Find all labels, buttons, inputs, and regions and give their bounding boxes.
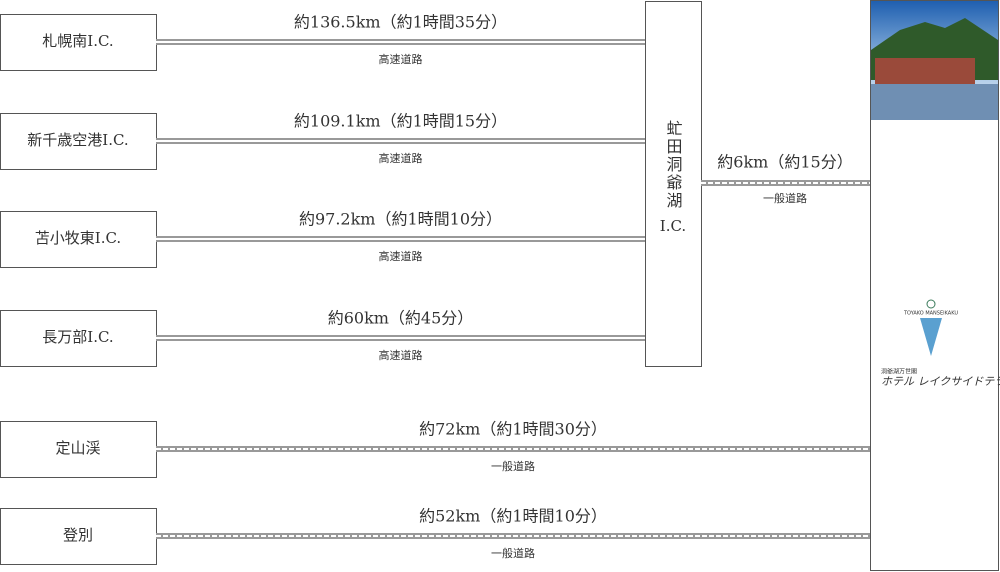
distance: 約60km（約45分） [328,309,474,328]
origin-box [0,14,157,71]
origin-box [0,421,157,478]
road-type: 高速道路 [379,249,423,263]
origin-name: 苫小牧東I.C. [35,229,121,247]
origin-box [0,310,157,367]
hotel-photo [871,1,998,120]
logo-text: TOYAKO MANSEIKAKU [903,311,958,317]
origin-box [0,211,157,268]
distance: 約52km（約1時間10分） [419,507,607,526]
ic-name: 虻田洞爺湖 [664,120,683,210]
origin-name: 定山渓 [55,439,100,457]
routes: 札幌南I.C.約136.5km（約1時間35分）高速道路新千歳空港I.C.約10… [0,13,870,565]
origin-name: 札幌南I.C. [42,32,113,50]
distance: 約72km（約1時間30分） [419,420,607,439]
ic-box [645,1,702,367]
hotel-logo [920,299,942,356]
road-type: 一般道路 [491,546,535,560]
origin-name: 登別 [63,526,93,544]
hotel-sub: 洞爺湖万世閣 [881,368,917,376]
ic-road-type: 一般道路 [763,191,807,205]
ic-distance: 約6km（約15分） [717,153,852,172]
road-type: 高速道路 [379,52,423,66]
road-type: 高速道路 [379,151,423,165]
hotel-name: ホテル レイクサイドテラス [881,375,1000,388]
road-type: 一般道路 [491,459,535,473]
origin-box [0,113,157,170]
origin-name: 長万部I.C. [42,328,113,346]
origin-name: 新千歳空港I.C. [27,131,128,149]
road-type: 高速道路 [379,348,423,362]
ic-road [701,180,870,186]
distance: 約109.1km（約1時間15分） [294,112,507,131]
ic-suffix: I.C. [660,217,686,235]
distance: 約136.5km（約1時間35分） [294,13,507,32]
origin-box [0,508,157,565]
distance: 約97.2km（約1時間10分） [299,210,502,229]
